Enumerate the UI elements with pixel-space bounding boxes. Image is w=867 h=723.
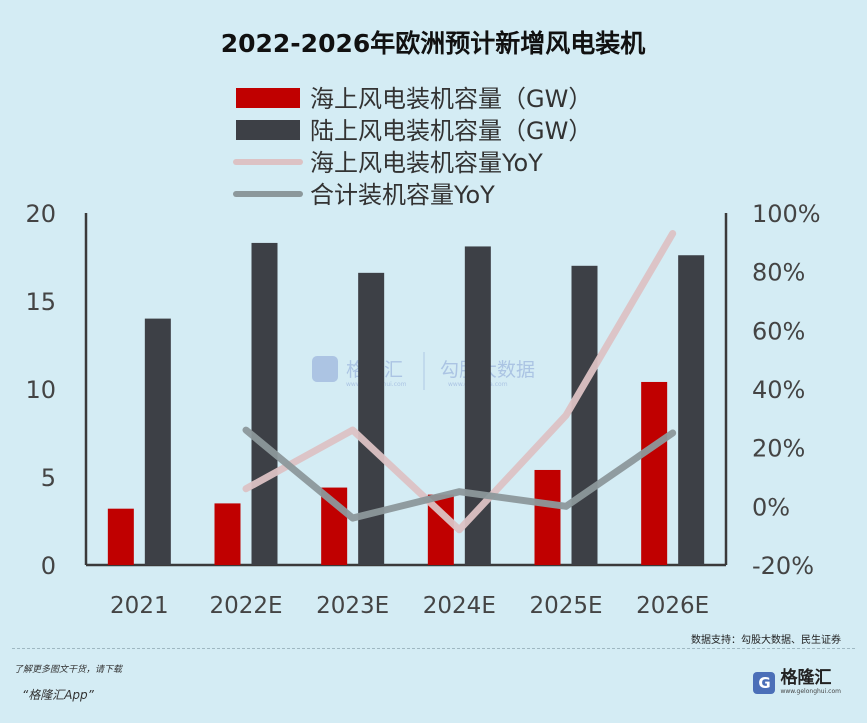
footer-logo: G 格隆汇 www.gelonghui.com	[753, 670, 841, 695]
right-tick-label: 80%	[752, 259, 805, 287]
legend-label: 海上风电装机容量（GW）	[310, 85, 592, 113]
right-tick-label: 40%	[752, 376, 805, 404]
legend-label: 合计装机容量YoY	[310, 181, 495, 209]
app-name: “格隆汇App”	[22, 688, 94, 702]
x-tick-label: 2021	[110, 593, 169, 619]
legend-label: 陆上风电装机容量（GW）	[310, 117, 592, 145]
promo-line: 了解更多图文干货，请下载	[14, 665, 123, 675]
left-tick-label: 20	[25, 200, 56, 228]
logo-name: 格隆汇	[780, 668, 832, 688]
x-tick-label: 2025E	[529, 593, 602, 619]
bar-onshore	[358, 272, 385, 565]
bar-onshore	[144, 318, 171, 565]
left-tick-label: 10	[25, 376, 56, 404]
bars	[107, 242, 705, 566]
right-tick-label: 0%	[752, 493, 790, 521]
x-tick-label: 2023E	[316, 593, 389, 619]
lines	[242, 230, 677, 534]
left-tick-label: 0	[41, 552, 56, 580]
bar-offshore	[107, 508, 134, 565]
x-tick-label: 2026E	[636, 593, 709, 619]
chart: 2022-2026年欧洲预计新增风电装机 海上风电装机容量（GW） 陆上风电装机容…	[25, 29, 820, 619]
legend: 海上风电装机容量（GW） 陆上风电装机容量（GW） 海上风电装机容量YoY 合计装机容…	[233, 85, 592, 209]
x-tick-label: 2022E	[209, 593, 282, 619]
x-tick-label: 2024E	[423, 593, 496, 619]
bar-offshore	[214, 503, 241, 565]
watermark-logo-icon	[312, 356, 338, 382]
chart-title: 2022-2026年欧洲预计新增风电装机	[221, 29, 646, 58]
right-tick-label: 100%	[752, 200, 821, 228]
left-tick-label: 5	[41, 464, 56, 492]
right-tick-label: 60%	[752, 317, 805, 345]
footer-divider	[12, 648, 855, 649]
bar-offshore	[534, 469, 561, 565]
legend-swatch	[236, 120, 300, 140]
axes: 0 5 10 15 20 -20% 0% 20% 40% 60% 80% 100%	[25, 200, 820, 580]
bar-onshore	[678, 255, 705, 566]
right-tick-label: 20%	[752, 435, 805, 463]
legend-label: 海上风电装机容量YoY	[310, 149, 543, 177]
watermark: 格隆汇 www.gelonghui.com 勾股大数据 www.gugudata…	[312, 352, 535, 390]
logo-url: www.gelonghui.com	[780, 688, 841, 695]
left-tick-label: 15	[25, 288, 56, 316]
data-source: 数据支持：勾股大数据、民生证券	[691, 635, 841, 646]
bar-onshore	[571, 265, 598, 565]
line-total-yoy	[242, 426, 677, 522]
bar-offshore	[641, 381, 668, 565]
logo-icon: G	[753, 671, 776, 694]
bar-onshore	[251, 242, 278, 566]
line-offshore-yoy	[242, 230, 677, 534]
legend-swatch	[236, 88, 300, 108]
right-tick-label: -20%	[752, 552, 814, 580]
x-tick-labels: 2021 2022E 2023E 2024E 2025E 2026E	[110, 593, 709, 619]
